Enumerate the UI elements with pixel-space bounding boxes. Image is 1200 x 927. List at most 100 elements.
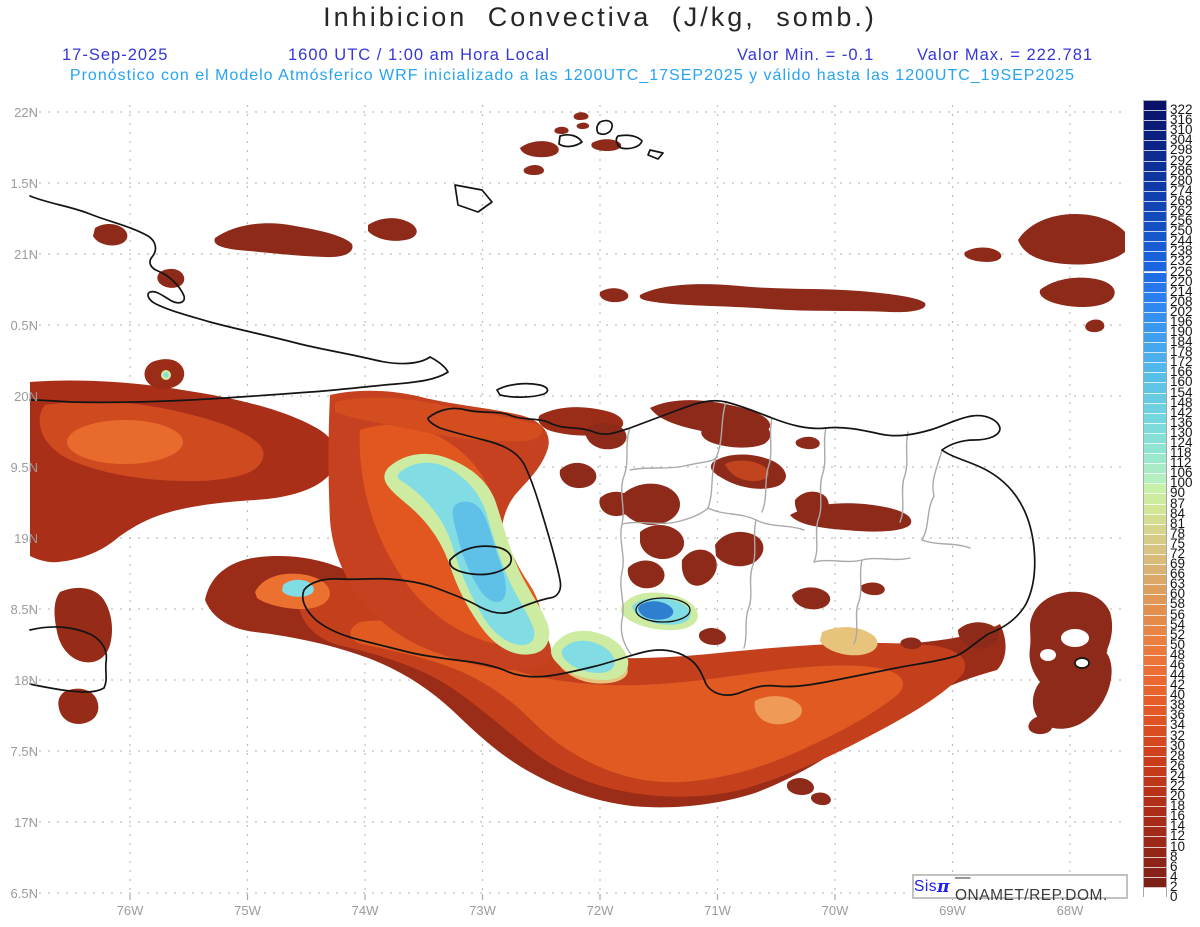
colorbar-value-label: 24: [1170, 767, 1186, 783]
colorbar-value-label: 32: [1170, 727, 1186, 743]
lat-tick-label: 6.5N: [10, 886, 38, 901]
colorbar-cell: [1144, 131, 1166, 142]
colorbar-value-label: 214: [1170, 283, 1193, 299]
branding-box: Sis π — ONAMET/REP.DOM.: [912, 869, 1128, 904]
lat-tick-label: 17N: [14, 815, 38, 830]
colorbar-cell: [1144, 544, 1166, 555]
colorbar-value-label: 106: [1170, 465, 1193, 481]
colorbar-cell: [1144, 595, 1166, 606]
colorbar-cell: [1144, 645, 1166, 656]
colorbar-value-label: 196: [1170, 313, 1193, 329]
colorbar-value-label: 316: [1170, 112, 1193, 128]
valor-min: Valor Min. = -0.1: [737, 46, 875, 64]
colorbar-cell: [1144, 877, 1166, 888]
colorbar-value-label: 310: [1170, 122, 1193, 138]
lat-tick-label: 21N: [14, 247, 38, 262]
colorbar-cell: [1144, 171, 1166, 182]
jamaica-coastline: [29, 626, 108, 693]
lake-enriquillo-outline: [635, 597, 691, 623]
colorbar-value-label: 90: [1170, 485, 1186, 501]
colorbar-cell: [1144, 343, 1166, 354]
colorbar-cell: [1144, 252, 1166, 263]
colorbar-value-label: 112: [1170, 455, 1192, 471]
colorbar-cell: [1144, 403, 1166, 414]
valid-time: 1600 UTC / 1:00 am Hora Local: [288, 46, 550, 64]
colorbar-cell: [1144, 625, 1166, 636]
lat-tick-label: 22N: [14, 105, 38, 120]
colorbar-cell: [1144, 333, 1166, 344]
lat-tick-label: 7.5N: [10, 744, 38, 759]
colorbar-cell: [1144, 524, 1166, 535]
colorbar-cell: [1144, 807, 1166, 818]
colorbar-value-label: 14: [1170, 818, 1186, 834]
colorbar-value-label: 268: [1170, 192, 1193, 208]
colorbar-value-label: 238: [1170, 243, 1193, 259]
colorbar-cell: [1144, 887, 1166, 898]
pi-icon: π: [937, 876, 950, 897]
colorbar-value-label: 142: [1170, 404, 1193, 420]
caicos-coastline-2: [596, 119, 613, 136]
lat-tick-label: 18N: [14, 673, 38, 688]
forecast-caption: Pronóstico con el Modelo Atmósferico WRF…: [69, 67, 1076, 84]
colorbar-value-label: 154: [1170, 384, 1193, 400]
colorbar-cell: [1144, 282, 1166, 293]
cin-field-shapes: [30, 112, 1125, 808]
lon-tick-label: 70W: [821, 903, 849, 918]
colorbar-value-label: 280: [1170, 172, 1193, 188]
colorbar-value-label: 250: [1170, 223, 1193, 239]
colorbar-value-label: 48: [1170, 646, 1186, 662]
colorbar-cell: [1144, 857, 1166, 868]
great-inagua-coastline: [454, 184, 493, 213]
colorbar-value-label: 100: [1170, 475, 1193, 491]
colorbar-cell: [1144, 413, 1166, 424]
colorbar-cell: [1144, 605, 1166, 616]
colorbar-value-label: 12: [1170, 828, 1186, 844]
lat-tick-label: 1.5N: [10, 176, 38, 191]
colorbar-cell: [1144, 746, 1166, 757]
colorbar-value-label: 4: [1170, 868, 1178, 884]
colorbar-cell: [1144, 191, 1166, 202]
lon-tick-label: 75W: [234, 903, 261, 918]
colorbar-cell: [1144, 161, 1166, 172]
colorbar-value-label: 46: [1170, 656, 1186, 672]
colorbar-value-label: 184: [1170, 334, 1193, 350]
colorbar-cell: [1144, 111, 1166, 122]
colorbar-value-label: 220: [1170, 273, 1193, 289]
colorbar-cell: [1144, 676, 1166, 687]
colorbar-cell: [1144, 817, 1166, 828]
colorbar-value-label: 262: [1170, 202, 1193, 218]
colorbar-value-label: 36: [1170, 707, 1186, 723]
colorbar-cell: [1144, 272, 1166, 283]
colorbar-cell: [1144, 736, 1166, 747]
colorbar-cell: [1144, 444, 1166, 455]
hispaniola-coastline: [301, 399, 1036, 696]
lon-tick-label: 68W: [1056, 903, 1084, 918]
colorbar-value-label: 274: [1170, 182, 1193, 198]
lon-tick-label: 71W: [704, 903, 731, 918]
lon-tick-label: 72W: [586, 903, 614, 918]
colorbar-cell: [1144, 686, 1166, 697]
colorbar-cell: [1144, 554, 1166, 566]
sispi-logo-text: Sis: [914, 877, 938, 895]
colorbar-value-label: 322: [1170, 102, 1193, 118]
colorbar-value-label: 190: [1170, 324, 1193, 340]
colorbar-value-label: 2: [1170, 878, 1178, 894]
colorbar-value-label: 136: [1170, 414, 1193, 430]
colorbar-value-label: 34: [1170, 717, 1186, 733]
colorbar-value-label: 10: [1170, 838, 1186, 854]
colorbar-cell: [1144, 262, 1166, 273]
colorbar-value-label: 52: [1170, 626, 1186, 642]
colorbar-value-label: 16: [1170, 808, 1186, 824]
colorbar: [1143, 100, 1167, 898]
colorbar-value-label: 84: [1170, 505, 1186, 521]
lon-tick-label: 69W: [939, 903, 966, 918]
colorbar-cell: [1144, 151, 1166, 162]
colorbar-cell: [1144, 716, 1166, 727]
colorbar-value-label: 172: [1170, 354, 1193, 370]
colorbar-cell: [1144, 514, 1166, 525]
colorbar-value-label: 78: [1170, 525, 1186, 541]
lat-tick-label: 8.5N: [10, 602, 38, 617]
colorbar-value-label: 30: [1170, 737, 1186, 753]
run-date: 17-Sep-2025: [62, 46, 169, 64]
